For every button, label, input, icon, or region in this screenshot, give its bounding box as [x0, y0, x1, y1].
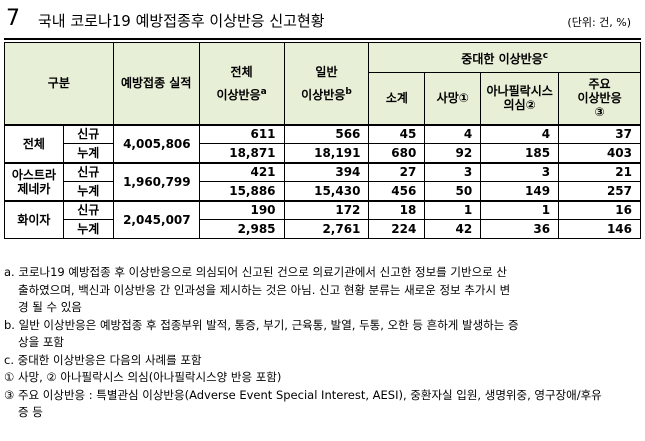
anaphylaxis-value: 149: [480, 181, 560, 201]
total-value: 190: [198, 199, 285, 220]
note-c-line: 증 등: [18, 405, 43, 419]
note-a-line: a. 코로나19 예방접종 후 이상반응으로 의심되어 신고된 건으로 의료기관…: [4, 265, 507, 279]
anaphylaxis-value: 3: [480, 161, 560, 182]
subtotal-value: 224: [368, 219, 426, 239]
death-value: 92: [424, 143, 482, 163]
note-a-line: 경 될 수 있음: [18, 300, 82, 314]
subtotal-value: 18: [368, 199, 426, 220]
vaccinated-count: 2,045,007: [112, 199, 200, 239]
death-value: 3: [424, 161, 482, 182]
general-value: 172: [283, 199, 370, 220]
note-b-line: 상을 포함: [18, 335, 64, 349]
general-value: 2,761: [283, 219, 370, 239]
general-value: 18,191: [283, 143, 370, 163]
page-title: 국내 코로나19 예방접종후 이상반응 신고현황: [38, 12, 325, 30]
row-type: 신규: [62, 123, 114, 144]
title-number: 7: [6, 6, 20, 31]
general-value: 15,430: [283, 181, 370, 201]
header-total: 전체 이상반응a: [198, 42, 285, 125]
total-value: 2,985: [198, 219, 285, 239]
death-value: 4: [424, 123, 482, 144]
general-value: 394: [283, 161, 370, 182]
anaphylaxis-value: 1: [480, 199, 560, 220]
group-name: 화이자: [4, 199, 64, 239]
subtotal-value: 456: [368, 181, 426, 201]
general-value: 566: [283, 123, 370, 144]
major-value: 403: [558, 143, 641, 163]
title-row: 7 국내 코로나19 예방접종후 이상반응 신고현황 (단위: 건, %): [4, 4, 641, 40]
row-type: 누계: [62, 143, 114, 163]
total-value: 611: [198, 123, 285, 144]
note-c-line: ③ 주요 이상반응 : 특별관심 이상반응(Adverse Event Spec…: [4, 387, 602, 402]
header-major: 주요 이상반응 ③: [558, 72, 641, 125]
major-value: 146: [558, 219, 641, 239]
major-value: 16: [558, 199, 641, 220]
header-subtotal: 소계: [368, 72, 426, 125]
row-type: 누계: [62, 219, 114, 239]
unit-label: (단위: 건, %): [567, 16, 631, 29]
major-value: 37: [558, 123, 641, 144]
row-type: 신규: [62, 199, 114, 220]
anaphylaxis-value: 4: [480, 123, 560, 144]
group-name: 전체: [4, 123, 64, 163]
header-general: 일반 이상반응b: [283, 42, 370, 125]
header-group: 구분: [4, 42, 114, 125]
row-type: 누계: [62, 181, 114, 201]
major-value: 257: [558, 181, 641, 201]
subtotal-value: 680: [368, 143, 426, 163]
major-value: 21: [558, 161, 641, 182]
total-value: 15,886: [198, 181, 285, 201]
group-name: 아스트라 제네카: [4, 161, 64, 201]
header-death: 사망①: [424, 72, 482, 125]
note-c-line: ① 사망, ② 아나필락시스 의심(아나필락시스양 반응 포함): [4, 370, 282, 384]
subtotal-value: 45: [368, 123, 426, 144]
death-value: 1: [424, 199, 482, 220]
vaccinated-count: 4,005,806: [112, 123, 200, 163]
footnotes: a. 코로나19 예방접종 후 이상반응으로 의심되어 신고된 건으로 의료기관…: [4, 264, 641, 422]
subtotal-value: 27: [368, 161, 426, 182]
anaphylaxis-value: 185: [480, 143, 560, 163]
note-b-line: b. 일반 이상반응은 예방접종 후 접종부위 발적, 통증, 부기, 근육통,…: [4, 317, 519, 332]
death-value: 50: [424, 181, 482, 201]
report-table: 구분 예방접종 실적 전체 이상반응a 일반 이상반응b 중대한 이상반응c 소…: [4, 42, 641, 239]
row-type: 신규: [62, 161, 114, 182]
note-a-line: 출하였으며, 백신과 이상반응 간 인과성을 제시하는 것은 아님. 신고 현황…: [18, 282, 511, 297]
vaccinated-count: 1,960,799: [112, 161, 200, 201]
total-value: 421: [198, 161, 285, 182]
anaphylaxis-value: 36: [480, 219, 560, 239]
death-value: 42: [424, 219, 482, 239]
note-c-line: c. 중대한 이상반응은 다음의 사례를 포함: [4, 352, 202, 367]
header-anaphylaxis: 아나필락시스 의심②: [480, 72, 560, 125]
total-value: 18,871: [198, 143, 285, 163]
header-serious: 중대한 이상반응c: [368, 42, 641, 73]
header-vaccinated: 예방접종 실적: [112, 42, 200, 125]
